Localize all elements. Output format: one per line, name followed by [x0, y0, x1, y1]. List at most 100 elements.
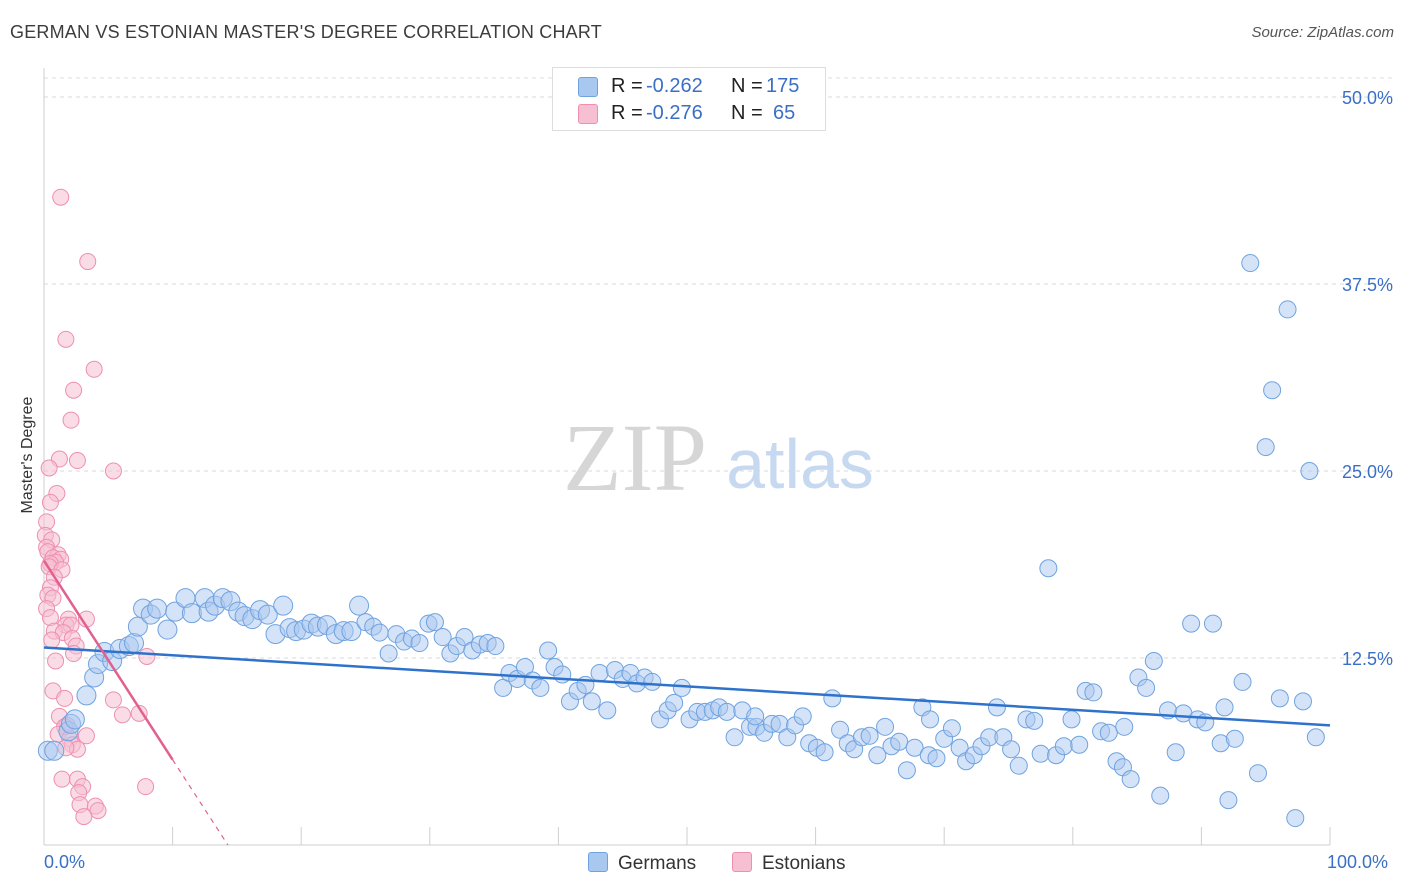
legend-row-germans: R = -0.262 N = 175: [553, 74, 825, 100]
german-point: [793, 707, 812, 726]
german-point: [147, 598, 168, 619]
estonian-point: [40, 459, 58, 477]
estonians-trend-extension: [172, 759, 229, 846]
german-point: [1084, 683, 1103, 702]
y-tick-label: 12.5%: [1342, 649, 1393, 669]
german-point: [590, 663, 609, 682]
germans-legend-swatch: [588, 852, 608, 872]
german-point: [746, 707, 765, 726]
legend-r-value: -0.276: [646, 102, 703, 124]
legend-n-value: 65: [773, 102, 796, 124]
chart-title: GERMAN VS ESTONIAN MASTER'S DEGREE CORRE…: [10, 22, 602, 42]
german-point: [831, 720, 850, 739]
german-point: [370, 623, 389, 642]
german-point: [341, 621, 362, 642]
y-tick-labels: 12.5% 25.0% 37.5% 50.0%: [1342, 88, 1393, 669]
german-point: [1293, 692, 1312, 711]
german-point: [1054, 737, 1073, 756]
germans-points: [37, 254, 1325, 828]
estonian-point: [113, 706, 131, 724]
x-tick-label-min: 0.0%: [44, 852, 86, 872]
german-point: [598, 701, 617, 720]
estonian-point: [75, 808, 93, 826]
german-point: [823, 689, 842, 708]
estonian-point: [104, 462, 122, 480]
german-point: [1031, 744, 1050, 763]
german-point: [725, 728, 744, 747]
estonian-point: [68, 452, 86, 470]
germans-trend-line: [43, 646, 1331, 727]
german-point: [1233, 672, 1252, 691]
estonian-point: [57, 330, 75, 348]
estonians-legend-swatch: [732, 852, 752, 872]
german-point: [1225, 729, 1244, 748]
german-point: [921, 710, 940, 729]
estonians-points: [36, 188, 156, 826]
estonian-point: [104, 691, 122, 709]
german-point: [257, 604, 278, 625]
german-point: [273, 595, 294, 616]
estonian-point: [52, 188, 70, 206]
german-point: [1039, 559, 1058, 578]
german-point: [1151, 786, 1170, 805]
german-point: [1144, 651, 1163, 670]
german-point: [1263, 381, 1282, 400]
german-point: [157, 619, 178, 640]
german-point: [1182, 614, 1201, 633]
correlation-legend: R = -0.262 N = 175 R = -0.276 N = 65: [552, 67, 826, 131]
german-point: [1062, 710, 1081, 729]
german-point: [672, 678, 691, 697]
estonian-point: [79, 253, 97, 271]
german-point: [1137, 678, 1156, 697]
estonian-point: [138, 648, 156, 666]
estonian-point: [89, 802, 107, 820]
estonians-swatch: [578, 104, 598, 124]
german-point: [1203, 614, 1222, 633]
y-tick-label: 37.5%: [1342, 275, 1393, 295]
estonian-point: [137, 778, 155, 796]
source-label: Source: ZipAtlas.com: [1251, 24, 1394, 41]
german-point: [1256, 438, 1275, 457]
axes: [43, 68, 1331, 846]
german-point: [539, 641, 558, 660]
german-point: [665, 693, 684, 712]
german-point: [494, 678, 513, 697]
german-point: [942, 719, 961, 738]
german-point: [1248, 764, 1267, 783]
estonian-point: [77, 727, 95, 745]
legend-n-label: N =: [731, 75, 763, 97]
german-point: [1002, 740, 1021, 759]
trend-lines: [42, 560, 1331, 846]
bottom-legend-estonians: Estonians: [732, 852, 845, 875]
watermark-zip: ZIP: [563, 404, 707, 511]
german-point: [455, 628, 474, 647]
german-point: [1215, 698, 1234, 717]
german-point: [987, 698, 1006, 717]
german-point: [1219, 791, 1238, 810]
watermark-atlas: atlas: [726, 425, 874, 503]
german-point: [1070, 735, 1089, 754]
german-point: [1121, 770, 1140, 789]
estonian-point: [56, 689, 74, 707]
legend-row-estonians: R = -0.276 N = 65: [553, 101, 825, 127]
german-point: [531, 678, 550, 697]
german-point: [1009, 756, 1028, 775]
german-point: [860, 726, 879, 745]
estonian-point: [65, 381, 83, 399]
legend-n-label: N =: [731, 102, 763, 124]
german-point: [124, 633, 145, 654]
german-point: [379, 644, 398, 663]
german-point: [486, 637, 505, 656]
german-point: [1025, 711, 1044, 730]
german-point: [927, 749, 946, 768]
legend-r-label: R =: [611, 102, 643, 124]
legend-n-value: 175: [766, 75, 800, 97]
german-point: [1306, 728, 1325, 747]
german-point: [44, 740, 65, 761]
bottom-legend-germans: Germans: [588, 852, 696, 875]
german-point: [349, 595, 370, 616]
german-point: [876, 717, 895, 736]
estonian-point: [43, 631, 61, 649]
y-tick-label: 25.0%: [1342, 462, 1393, 482]
